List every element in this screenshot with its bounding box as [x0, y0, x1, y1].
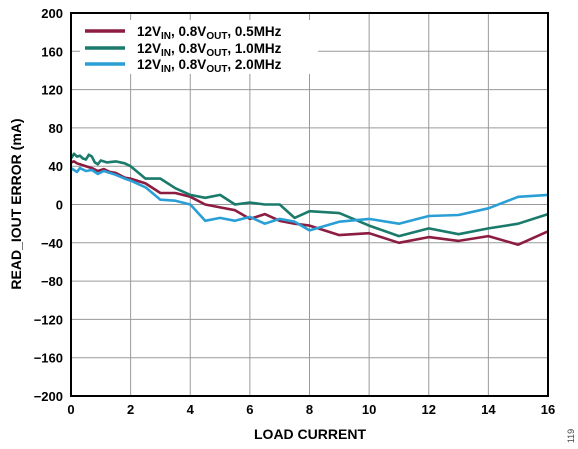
- y-tick-label: −160: [34, 351, 63, 366]
- x-tick-label: 2: [127, 402, 134, 417]
- x-tick-label: 4: [187, 402, 195, 417]
- y-tick-label: −200: [34, 389, 63, 404]
- y-tick-label: 160: [41, 44, 63, 59]
- y-tick-label: −120: [34, 312, 63, 327]
- legend-entry-0: 12VIN, 0.8VOUT, 0.5MHz: [137, 24, 282, 42]
- y-tick-label: 200: [41, 6, 63, 21]
- legend-entry-1: 12VIN, 0.8VOUT, 1.0MHz: [137, 41, 282, 59]
- x-tick-label: 6: [246, 402, 253, 417]
- x-tick-label: 14: [481, 402, 496, 417]
- y-tick-label: 120: [41, 83, 63, 98]
- x-tick-labels: 0 2 4 6 8 10 12 14 16: [67, 402, 555, 417]
- series-line-1: [69, 152, 549, 238]
- y-tick-label: 80: [49, 121, 63, 136]
- series-lines: [69, 152, 549, 246]
- figure-number: 119: [566, 429, 576, 443]
- series-line-2: [70, 166, 549, 232]
- x-axis-title: LOAD CURRENT: [254, 426, 366, 442]
- x-tick-label: 8: [306, 402, 313, 417]
- y-tick-label: 0: [56, 198, 63, 213]
- x-tick-label: 0: [67, 402, 74, 417]
- series-line-0: [70, 160, 549, 246]
- y-tick-label: −80: [41, 274, 63, 289]
- y-axis-title: READ_IOUT ERROR (mA): [8, 118, 24, 289]
- legend: 12VIN, 0.8VOUT, 0.5MHz 12VIN, 0.8VOUT, 1…: [80, 20, 318, 75]
- x-tick-label: 10: [362, 402, 376, 417]
- y-tick-label: −40: [41, 236, 63, 251]
- y-tick-labels: 200 160 120 80 40 0 −40 −80 −120 −160 −200: [34, 6, 63, 404]
- plot-area-border: [70, 12, 549, 397]
- x-tick-label: 12: [422, 402, 436, 417]
- legend-entry-2: 12VIN, 0.8VOUT, 2.0MHz: [137, 57, 282, 75]
- x-tick-label: 16: [541, 402, 555, 417]
- y-tick-label: 40: [49, 159, 63, 174]
